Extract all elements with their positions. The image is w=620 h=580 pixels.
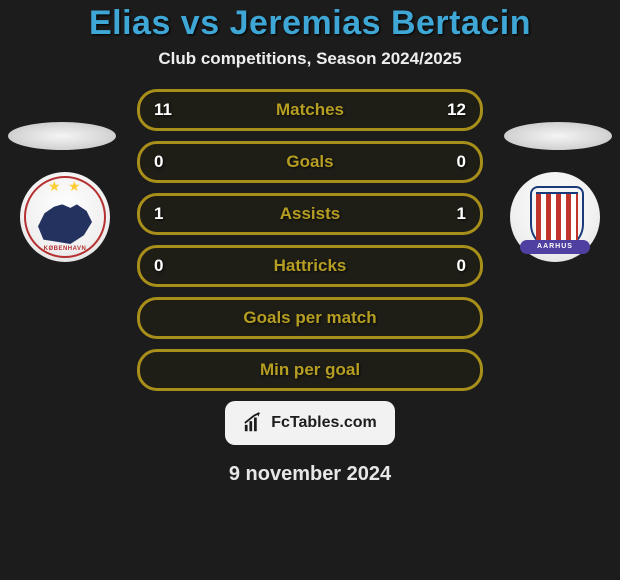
club-crest-left: ★ ★ KØBENHAVN — [20, 172, 110, 262]
player-left-shadow — [8, 122, 116, 150]
page-title: Elias vs Jeremias Bertacin — [0, 4, 620, 43]
stat-label: Assists — [280, 204, 340, 224]
footer-brand[interactable]: FcTables.com — [225, 401, 395, 445]
star-icon: ★ — [68, 178, 82, 192]
stat-label: Goals — [286, 152, 333, 172]
stat-left-value: 0 — [154, 152, 163, 172]
crest-right-text: AARHUS — [520, 240, 590, 254]
stat-left-value: 0 — [154, 256, 163, 276]
footer-brand-text: FcTables.com — [271, 414, 377, 432]
stat-label: Hattricks — [274, 256, 347, 276]
crest-right-banner: AARHUS — [520, 240, 590, 254]
stat-left-value: 11 — [154, 100, 172, 120]
date-text: 9 november 2024 — [0, 463, 620, 486]
stat-label: Goals per match — [243, 308, 376, 328]
stat-label: Min per goal — [260, 360, 360, 380]
stat-right-value: 0 — [457, 256, 466, 276]
stat-row-goals: 0 Goals 0 — [137, 141, 483, 183]
chart-icon — [243, 412, 265, 434]
stat-row-hattricks: 0 Hattricks 0 — [137, 245, 483, 287]
star-icon: ★ — [48, 178, 62, 192]
stat-right-value: 12 — [447, 100, 466, 120]
subtitle: Club competitions, Season 2024/2025 — [0, 49, 620, 69]
crest-left-text: KØBENHAVN — [28, 246, 102, 252]
stat-right-value: 1 — [457, 204, 466, 224]
stat-left-value: 1 — [154, 204, 163, 224]
stat-row-matches: 11 Matches 12 — [137, 89, 483, 131]
stat-row-min-per-goal: Min per goal — [137, 349, 483, 391]
stat-row-assists: 1 Assists 1 — [137, 193, 483, 235]
player-right-shadow — [504, 122, 612, 150]
stat-row-goals-per-match: Goals per match — [137, 297, 483, 339]
club-crest-right: AARHUS — [510, 172, 600, 262]
stat-right-value: 0 — [457, 152, 466, 172]
comparison-card: Elias vs Jeremias Bertacin Club competit… — [0, 0, 620, 580]
stat-label: Matches — [276, 100, 344, 120]
